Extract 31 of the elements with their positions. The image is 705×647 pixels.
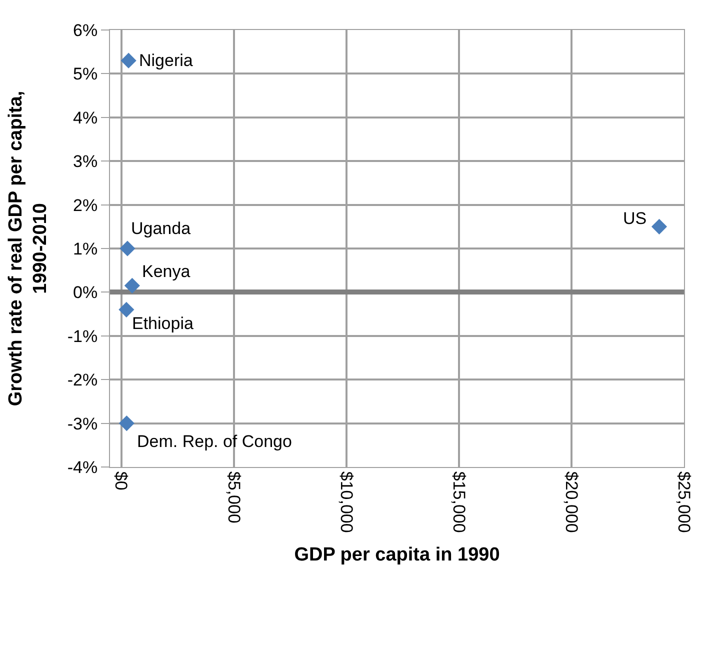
y-tick-label: -3% xyxy=(67,414,98,434)
point xyxy=(651,218,668,234)
y-tick-label: 3% xyxy=(73,152,98,172)
x-axis-title: GDP per capita in 1990 xyxy=(294,544,500,566)
y-tick-label: -2% xyxy=(67,370,98,390)
y-tick-label: 6% xyxy=(73,20,98,40)
point xyxy=(124,278,140,294)
y-axis-title: Growth rate of real GDP per capita, 1990-2010 xyxy=(6,90,52,406)
y-tick-label: 1% xyxy=(73,239,98,258)
x-tick-label: $15,000 xyxy=(449,471,468,533)
annotation: US xyxy=(623,209,647,228)
point xyxy=(120,52,136,68)
point xyxy=(120,240,136,256)
x-tick-label: $10,000 xyxy=(336,471,356,533)
y-tick-label: 4% xyxy=(73,108,98,128)
annotation: Nigeria xyxy=(139,51,194,70)
y-tick-label: 5% xyxy=(73,64,98,84)
y-tick-label: -4% xyxy=(67,458,98,477)
x-tick-label: $5,000 xyxy=(224,471,244,524)
y-tick-label: -1% xyxy=(67,326,98,346)
point xyxy=(118,416,134,432)
annotation: Dem. Rep. of Congo xyxy=(137,432,292,451)
y-tick-label: 2% xyxy=(73,196,98,215)
x-tick-label: $20,000 xyxy=(562,471,581,533)
y-tick-label: 0% xyxy=(73,283,98,302)
x-tick-label: $0 xyxy=(112,471,131,490)
x-tick-label: $25,000 xyxy=(674,471,694,533)
annotation: Kenya xyxy=(142,262,191,281)
point xyxy=(118,302,134,318)
annotation: Ethiopia xyxy=(132,314,194,333)
annotation: Uganda xyxy=(131,219,192,238)
